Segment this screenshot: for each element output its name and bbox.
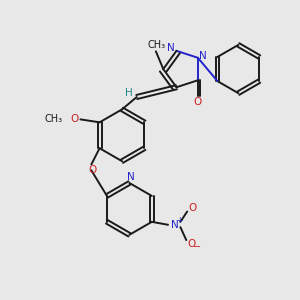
Text: O: O — [88, 165, 96, 175]
Text: N: N — [167, 44, 175, 53]
Text: O: O — [188, 238, 196, 249]
Text: H: H — [124, 88, 132, 98]
Text: N: N — [171, 220, 178, 230]
Text: +: + — [177, 216, 183, 225]
Text: CH₃: CH₃ — [147, 40, 166, 50]
Text: O: O — [194, 97, 202, 107]
Text: N: N — [199, 51, 207, 61]
Text: N: N — [127, 172, 135, 182]
Text: CH₃: CH₃ — [45, 114, 63, 124]
Text: O: O — [188, 203, 196, 213]
Text: −: − — [193, 242, 201, 252]
Text: O: O — [70, 114, 79, 124]
